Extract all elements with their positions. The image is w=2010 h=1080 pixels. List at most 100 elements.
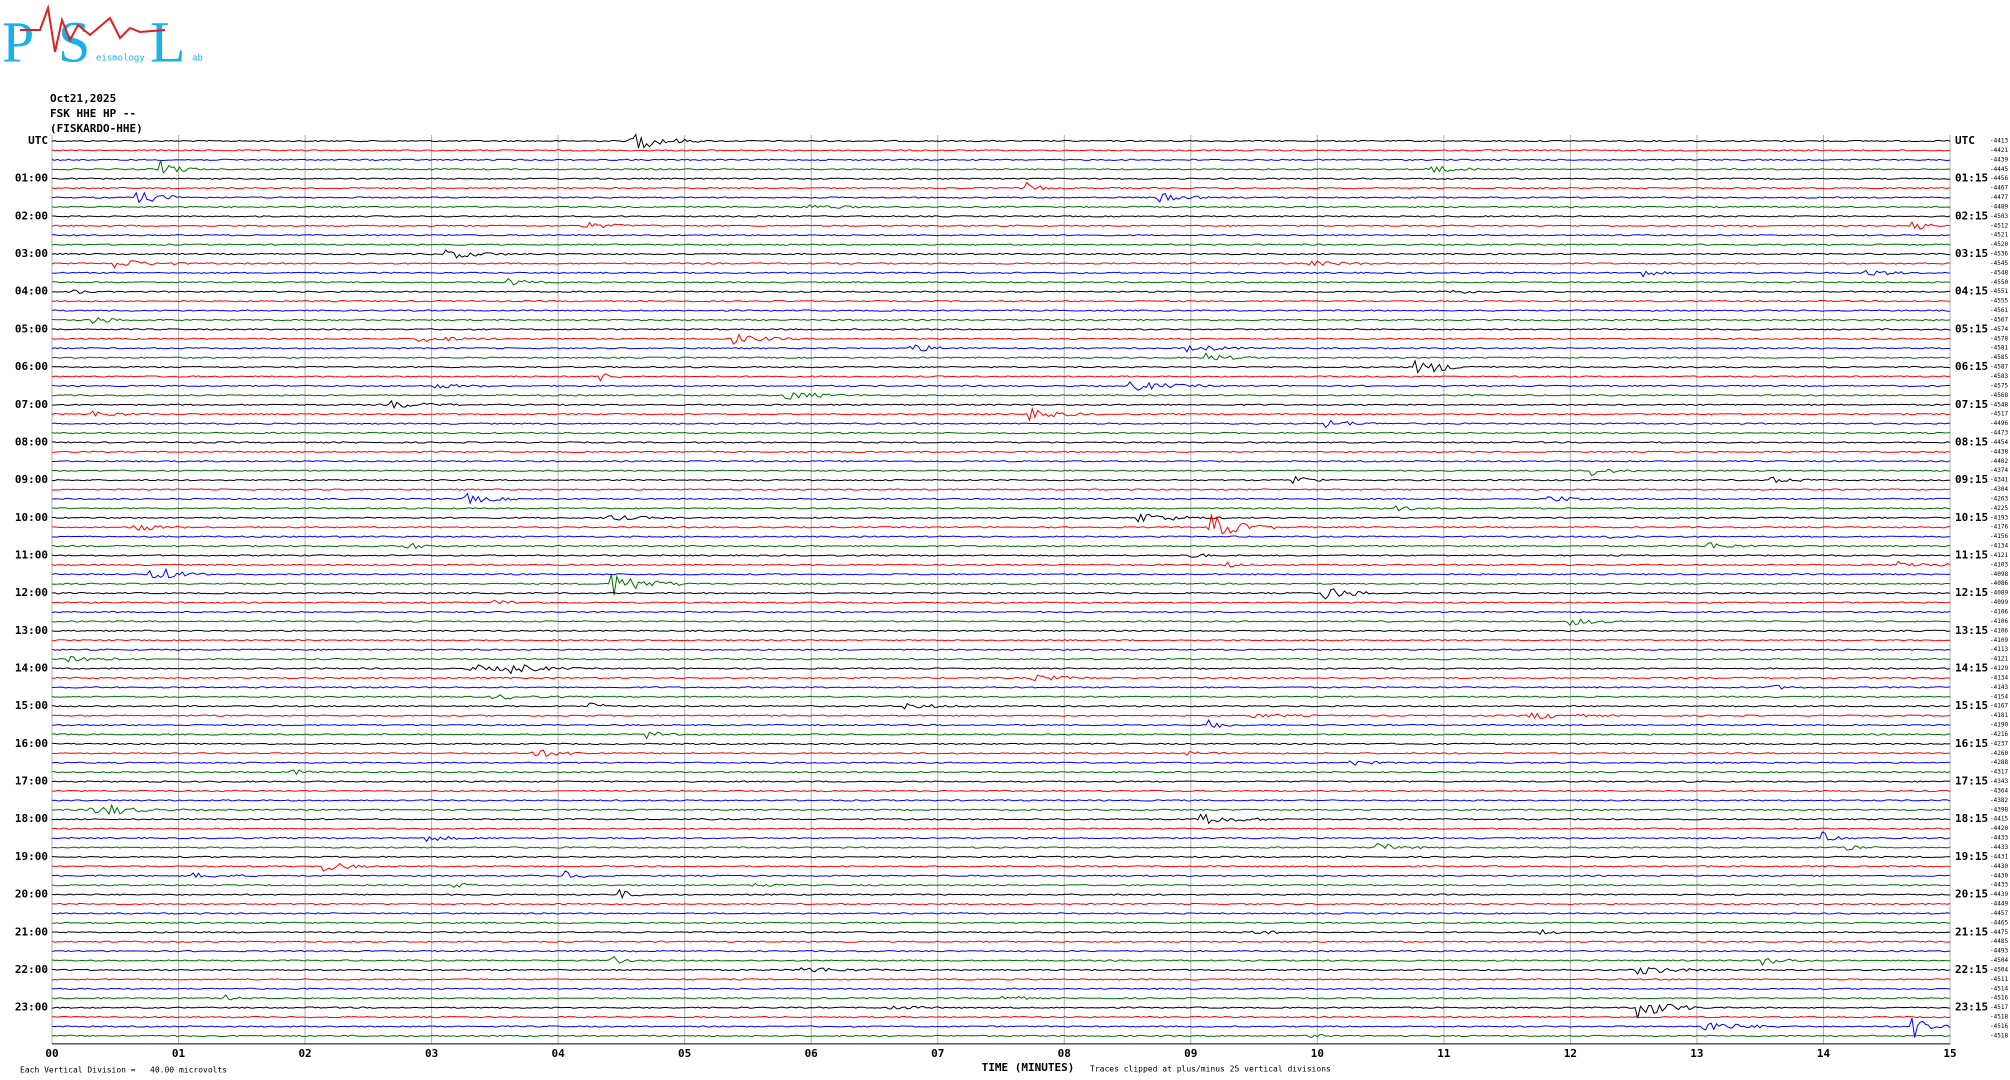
trace [51,460,1951,463]
trace [51,419,1951,429]
trace [51,269,1951,278]
logo-letter: S [58,9,90,74]
trace-offset: -4475 [1990,929,2008,936]
trace-offset: -4374 [1990,467,2008,474]
trace [51,629,1951,633]
trace [51,949,1951,953]
trace [51,655,1951,663]
trace [51,234,1951,237]
logo-wiggle [20,4,166,53]
trace [51,684,1951,690]
trace [51,406,1951,422]
trace-offset: -4143 [1990,684,2008,691]
trace [51,567,1951,579]
trace-offset: -4473 [1990,430,2008,437]
trace-offset: -4545 [1990,260,2008,267]
x-tick-label: 15 [1943,1047,1956,1060]
right-time-label: 15:15 [1955,699,1988,712]
left-time-label: 14:00 [15,662,48,675]
trace-offset: -4516 [1990,995,2008,1002]
trace-offset: -4512 [1990,222,2008,229]
trace-offset: -4402 [1990,458,2008,465]
trace [51,328,1951,331]
trace-offset: -4439 [1990,891,2008,898]
trace-offset: -4433 [1990,835,2008,842]
trace-offset: -4456 [1990,175,2008,182]
trace-offset: -4518 [1990,1014,2008,1021]
x-tick-label: 14 [1817,1047,1831,1060]
trace [51,1003,1951,1019]
left-time-label: 10:00 [15,511,48,524]
left-time-label: 02:00 [15,209,48,222]
right-time-label: 12:15 [1955,586,1988,599]
trace-offset: -4457 [1990,910,2008,917]
trace [51,742,1951,746]
left-time-label: 18:00 [15,812,48,825]
logo: P S L eismology ab [2,4,203,74]
trace-offset: -4493 [1990,948,2008,955]
header-date: Oct21,2025 [50,92,116,105]
trace-offset: -4225 [1990,505,2008,512]
trace-offset: -4415 [1990,816,2008,823]
trace [52,535,1951,539]
left-time-label: UTC [28,134,48,147]
trace-offset: -4134 [1990,674,2008,681]
x-tick-label: 03 [425,1047,438,1060]
trace [51,912,1951,915]
trace-offset: -4550 [1990,279,2008,286]
trace [51,862,1951,872]
trace [51,843,1951,851]
trace-offset: -4433 [1990,844,2008,851]
trace [51,441,1951,444]
trace-offset: -4421 [1990,147,2008,154]
trace [51,813,1951,825]
left-time-label: 12:00 [15,586,48,599]
trace-offset: -4516 [1990,1023,2008,1030]
trace [51,392,1951,400]
trace [51,1033,1951,1038]
x-tick-label: 13 [1690,1047,1703,1060]
trace-offset: -4086 [1990,580,2008,587]
trace-offset: -4445 [1990,166,2008,173]
trace [51,870,1950,879]
left-time-label: 07:00 [15,398,48,411]
right-time-label: 05:15 [1955,322,1988,335]
trace [51,639,1951,642]
trace-offset: -4548 [1990,269,2008,276]
left-time-label: 11:00 [15,548,48,561]
trace [51,399,1950,410]
trace-offset: -4106 [1990,609,2008,616]
trace-offset: -4430 [1990,863,2008,870]
trace-offset: -4555 [1990,298,2008,305]
trace-offset: -4583 [1990,373,2008,380]
trace-offset: -4260 [1990,750,2008,757]
trace-offset: -4154 [1990,693,2008,700]
trace [51,760,1951,766]
trace-offset: -4193 [1990,514,2008,521]
trace [51,827,1951,830]
trace-offset: -4511 [1990,976,2008,983]
trace [52,831,1951,843]
trace-offset: -4398 [1990,806,2008,813]
right-time-label: 23:15 [1955,1001,1988,1014]
trace [51,648,1951,651]
right-time-label: 09:15 [1955,473,1988,486]
trace [51,987,1951,990]
trace [51,799,1951,802]
trace [52,674,1951,682]
left-time-label: 08:00 [15,435,48,448]
trace-offset: -4517 [1990,411,2008,418]
trace-offset: -4548 [1990,401,2008,408]
trace-offset: -4477 [1990,194,2008,201]
x-tick-label: 07 [931,1047,944,1060]
trace-offset: -4467 [1990,185,2008,192]
trace-offset: -4103 [1990,561,2008,568]
x-tick-label: 12 [1564,1047,1577,1060]
trace-offset: -4496 [1990,420,2008,427]
right-time-label: 13:15 [1955,624,1988,637]
trace [51,450,1951,454]
trace-offset: -4578 [1990,335,2008,342]
trace [51,181,1951,191]
right-time-label: 04:15 [1955,285,1988,298]
